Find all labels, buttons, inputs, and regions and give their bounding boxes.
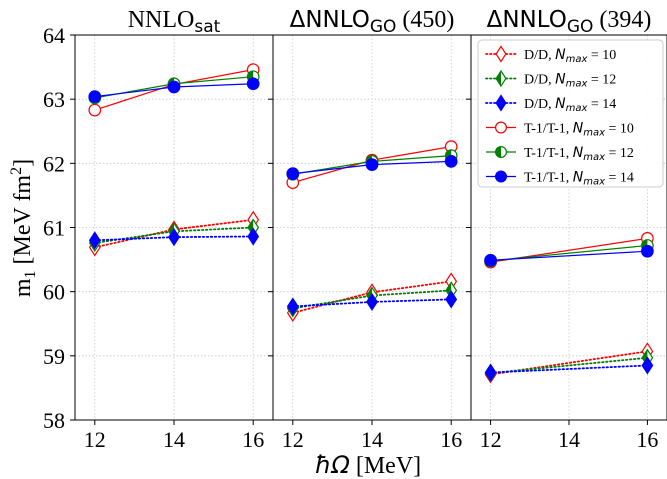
legend-entry-tt12: T-1/T-1, Nmax = 12 — [486, 145, 634, 163]
panel-3-title: ΔNNLOGO (394) — [487, 7, 652, 37]
legend-marker-tt12 — [495, 146, 508, 159]
svg-text:m1 [MeV fm2]: m1 [MeV fm2] — [8, 159, 39, 297]
panel-3-series-dd10 — [484, 342, 654, 384]
panel-3-series-dd14 — [484, 356, 654, 382]
panel-1-title-sub: sat — [194, 17, 220, 37]
panel-1-xtick-label-1: 14 — [163, 427, 185, 452]
panel-3-series-tt14 — [484, 244, 654, 267]
panel-2-point-tt14-2 — [444, 155, 458, 168]
panel-2: 12 14 16 — [268, 34, 472, 452]
panel-2-xtick-label-1: 14 — [361, 427, 383, 452]
xlabel-unit: [MeV] — [350, 453, 421, 479]
legend-entry-tt14: T-1/T-1, Nmax = 14 — [486, 170, 634, 188]
panel-2-title: ΔNNLOGO (450) — [290, 7, 455, 37]
legend-entry-dd10: D/D, Nmax = 10 — [485, 45, 616, 65]
x-axis-label: ħΩ [MeV] — [315, 451, 421, 479]
legend-label-dd12: D/D, Nmax = 12 — [524, 72, 616, 90]
panel-3-point-tt14-0 — [484, 253, 497, 267]
legend-label-tt12: T-1/T-1, Nmax = 12 — [524, 145, 634, 163]
ytick-label-2: 60 — [43, 280, 65, 305]
svg-text:ħΩ [MeV]: ħΩ [MeV] — [315, 451, 421, 479]
ylabel-main: m — [10, 278, 36, 297]
panel-1-point-dd14-0 — [88, 231, 101, 250]
legend-entry-tt10: T-1/T-1, Nmax = 10 — [486, 121, 634, 139]
legend-frame — [477, 39, 664, 188]
panel-1-point-tt14-2 — [246, 77, 260, 91]
panel-3-point-tt14-1 — [641, 244, 654, 258]
panel-1-point-dd14-1 — [168, 228, 180, 247]
panel-2-series-dd14 — [286, 290, 458, 316]
panel-3-line-dd10 — [489, 350, 649, 376]
ytick-label-1: 59 — [43, 344, 65, 369]
panel-1: 12 14 16 58 59 60 61 62 63 64 — [43, 23, 274, 452]
panel-2-title-sub: GO — [370, 17, 397, 37]
y-axis-label: m1 [MeV fm2] — [8, 159, 39, 297]
legend-entry-dd14: D/D, Nmax = 14 — [485, 94, 616, 114]
ytick-label-4: 62 — [43, 151, 65, 176]
legend-label-dd14: D/D, Nmax = 14 — [524, 96, 616, 114]
panel-2-point-tt14-1 — [365, 158, 379, 171]
legend-marker-tt14 — [495, 170, 508, 183]
panel-3-line-dd14 — [489, 364, 649, 374]
panel-2-series-tt14 — [286, 155, 458, 180]
panel-1-point-dd14-2 — [247, 227, 260, 246]
xlabel-symbol: ħΩ — [315, 451, 351, 479]
panel-1-xtick-label-2: 16 — [242, 427, 264, 452]
panel-3-xtick-label-2: 16 — [636, 427, 658, 452]
panel-2-xtick-label-0: 12 — [282, 427, 304, 452]
panel-1-title-main: NNLO — [128, 7, 195, 33]
panel-3-point-dd14-0 — [484, 363, 497, 382]
panel-3-title-rest: (394) — [593, 7, 651, 33]
ylabel-sub: 1 — [22, 270, 39, 278]
legend-entry-dd12: D/D, Nmax = 12 — [485, 69, 616, 90]
panel-2-grid — [273, 34, 471, 421]
legend: D/D, Nmax = 10 D/D, Nmax = 12 D/D, Nmax = … — [477, 39, 664, 188]
legend-label-dd10: D/D, Nmax = 10 — [524, 47, 616, 65]
panel-1-point-tt10-0 — [88, 103, 102, 117]
legend-label-tt14: T-1/T-1, Nmax = 14 — [524, 170, 634, 188]
panel-3-line-dd12 — [489, 356, 649, 375]
panel-3: 12 14 16 — [466, 34, 667, 452]
panel-3-title-main: ΔNNLO — [487, 7, 567, 33]
panel-2-point-dd14-2 — [445, 290, 458, 309]
legend-label-tt10: T-1/T-1, Nmax = 10 — [524, 121, 634, 139]
panel-1-series-dd14 — [88, 227, 260, 250]
panel-1-point-tt14-1 — [167, 80, 181, 94]
panel-1-xtick-label-0: 12 — [84, 427, 106, 452]
legend-marker-tt10 — [495, 121, 508, 134]
ylabel-end: ] — [10, 159, 36, 167]
panel-3-title-sub: GO — [567, 17, 594, 37]
panel-2-point-dd14-0 — [286, 297, 299, 316]
panel-2-point-dd14-1 — [366, 292, 378, 312]
panel-2-xtick-label-2: 16 — [440, 427, 462, 452]
ylabel-sup: 2 — [8, 167, 25, 175]
panel-3-line-tt14 — [490, 250, 648, 261]
panel-1-series-tt14 — [88, 77, 260, 103]
ytick-label-0: 58 — [43, 408, 65, 433]
ytick-label-6: 64 — [43, 23, 65, 48]
panel-2-title-main: ΔNNLO — [290, 7, 370, 33]
panel-2-point-tt14-0 — [286, 167, 300, 180]
legend-marker-dd14 — [495, 94, 507, 112]
legend-marker-dd10 — [495, 45, 507, 63]
panel-1-point-tt14-0 — [88, 90, 102, 103]
ytick-label-3: 61 — [43, 216, 65, 241]
panel-2-title-rest: (450) — [396, 7, 454, 33]
ylabel-unit: [MeV fm — [10, 175, 36, 271]
panel-3-point-dd14-1 — [641, 356, 654, 375]
panel-3-xtick-label-1: 14 — [558, 427, 580, 452]
ytick-label-5: 63 — [43, 87, 65, 112]
panel-1-title: NNLOsat — [128, 7, 221, 37]
panel-3-xtick-label-0: 12 — [480, 427, 502, 452]
legend-marker-dd12 — [495, 69, 507, 88]
